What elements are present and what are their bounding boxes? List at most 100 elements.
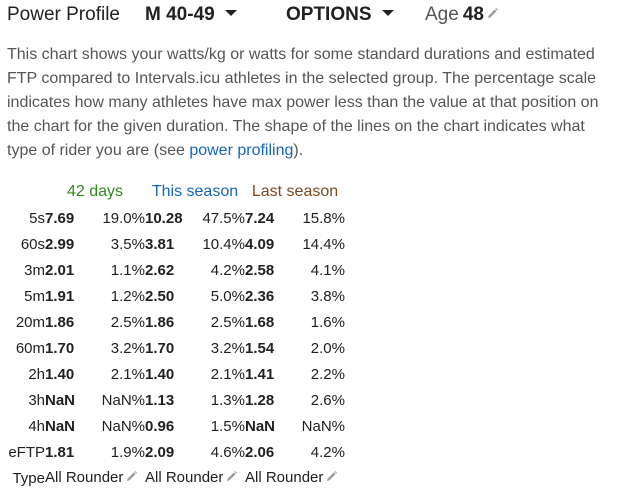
options-label: OPTIONS <box>286 4 372 25</box>
this-season-value: 3.81 <box>145 235 175 253</box>
table-header-row: 42 days This season Last season <box>3 179 345 205</box>
this-season-percentile: 5.0% <box>210 287 245 305</box>
age-field[interactable]: Age 48 <box>425 4 499 26</box>
this-season-percentile: 2.1% <box>210 365 245 383</box>
duration-label: 2h <box>28 365 45 383</box>
42-days-value: 1.70 <box>45 339 75 357</box>
this-season-percentile: 10.4% <box>202 235 245 253</box>
42-days-value: 1.91 <box>45 287 75 305</box>
last-season-value: 1.41 <box>245 365 275 383</box>
last-season-value: 1.54 <box>245 339 275 357</box>
pencil-icon[interactable] <box>225 470 238 487</box>
caret-down-icon <box>224 9 237 16</box>
table-row: 5m 1.91 1.2% 2.50 5.0% 2.36 3.8% <box>3 283 345 309</box>
rider-type-field[interactable]: All Rounder <box>245 465 345 491</box>
last-season-percentile: NaN% <box>301 417 345 435</box>
this-season-value: 2.09 <box>145 443 175 461</box>
table-row: 20m 1.86 2.5% 1.86 2.5% 1.68 1.6% <box>3 309 345 335</box>
age-label: Age <box>425 4 459 26</box>
last-season-value: 2.58 <box>245 261 275 279</box>
this-season-percentile: 47.5% <box>202 209 245 227</box>
last-season-percentile: 2.0% <box>310 339 345 357</box>
last-season-value: 4.09 <box>245 235 275 253</box>
header-spacer <box>3 179 45 205</box>
this-season-percentile: 1.5% <box>210 417 245 435</box>
type-label: Type <box>12 469 45 487</box>
last-season-value: 1.68 <box>245 313 275 331</box>
last-season-value: NaN <box>245 417 276 435</box>
rider-type-field[interactable]: All Rounder <box>45 465 145 491</box>
last-season-value: 2.36 <box>245 287 275 305</box>
duration-label: 5s <box>29 209 45 227</box>
age-group-value: M 40-49 <box>145 4 215 25</box>
42-days-value: NaN <box>45 417 76 435</box>
this-season-percentile: 3.2% <box>210 339 245 357</box>
42-days-value: 1.40 <box>45 365 75 383</box>
header: Power Profile M 40-49 OPTIONS Age 48 <box>0 0 621 30</box>
table-row: 60s 2.99 3.5% 3.81 10.4% 4.09 14.4% <box>3 231 345 257</box>
42-days-percentile: 1.9% <box>110 443 145 461</box>
42-days-percentile: 1.2% <box>110 287 145 305</box>
duration-label: eFTP <box>8 443 45 461</box>
page-title: Power Profile <box>7 4 120 25</box>
42-days-percentile: 3.5% <box>110 235 145 253</box>
description: This chart shows your watts/kg or watts … <box>7 43 613 163</box>
last-season-percentile: 4.1% <box>310 261 345 279</box>
table-row: 3m 2.01 1.1% 2.62 4.2% 2.58 4.1% <box>3 257 345 283</box>
table-row: eFTP 1.81 1.9% 2.09 4.6% 2.06 4.2% <box>3 439 345 465</box>
this-season-percentile: 1.3% <box>210 391 245 409</box>
last-season-value: 2.06 <box>245 443 275 461</box>
table-row: 4h NaN NaN% 0.96 1.5% NaN NaN% <box>3 413 345 439</box>
last-season-value: 7.24 <box>245 209 275 227</box>
duration-label: 4h <box>28 417 45 435</box>
42-days-value: 1.86 <box>45 313 75 331</box>
caret-down-icon <box>381 9 394 16</box>
this-season-value: 1.70 <box>145 339 175 357</box>
duration-label: 60s <box>20 235 45 253</box>
duration-label: 5m <box>24 287 45 305</box>
this-season-value: 1.13 <box>145 391 175 409</box>
duration-label: 20m <box>15 313 45 331</box>
description-text: This chart shows your watts/kg or watts … <box>7 46 599 159</box>
this-season-value: 2.50 <box>145 287 175 305</box>
this-season-percentile: 4.6% <box>210 443 245 461</box>
this-season-value: 0.96 <box>145 417 175 435</box>
last-season-percentile: 14.4% <box>302 235 345 253</box>
pencil-icon[interactable] <box>486 4 499 26</box>
42-days-percentile: 2.1% <box>110 365 145 383</box>
42-days-value: NaN <box>45 391 76 409</box>
42-days-value: 1.81 <box>45 443 75 461</box>
table-row: 2h 1.40 2.1% 1.40 2.1% 1.41 2.2% <box>3 361 345 387</box>
rider-type-field[interactable]: All Rounder <box>145 465 245 491</box>
duration-label: 60m <box>15 339 45 357</box>
42-days-percentile: 2.5% <box>110 313 145 331</box>
this-season-percentile: 2.5% <box>210 313 245 331</box>
last-season-percentile: 4.2% <box>310 443 345 461</box>
age-group-dropdown[interactable]: M 40-49 <box>145 4 237 26</box>
pencil-icon[interactable] <box>325 470 338 487</box>
type-row: Type All Rounder All Rounder All Rounder <box>3 465 345 491</box>
duration-label: 3m <box>24 261 45 279</box>
last-season-percentile: 1.6% <box>310 313 345 331</box>
42-days-percentile: 1.1% <box>110 261 145 279</box>
options-dropdown[interactable]: OPTIONS <box>286 4 394 26</box>
pencil-icon[interactable] <box>125 470 138 487</box>
this-season-value: 1.40 <box>145 365 175 383</box>
last-season-percentile: 2.6% <box>310 391 345 409</box>
power-profiling-link[interactable]: power profiling <box>189 142 294 159</box>
42-days-percentile: NaN% <box>101 391 145 409</box>
42-days-value: 7.69 <box>45 209 75 227</box>
42-days-percentile: 19.0% <box>102 209 145 227</box>
42-days-percentile: NaN% <box>101 417 145 435</box>
last-season-percentile: 3.8% <box>310 287 345 305</box>
table-row: 3h NaN NaN% 1.13 1.3% 1.28 2.6% <box>3 387 345 413</box>
power-profile-table: 42 days This season Last season 5s 7.69 19… <box>3 179 345 491</box>
this-season-percentile: 4.2% <box>210 261 245 279</box>
last-season-percentile: 15.8% <box>302 209 345 227</box>
age-value: 48 <box>462 4 484 26</box>
rider-type-value: All Rounder <box>245 469 324 487</box>
this-season-value: 1.86 <box>145 313 175 331</box>
group-header-42-days: 42 days <box>66 183 124 200</box>
last-season-percentile: 2.2% <box>310 365 345 383</box>
rider-type-value: All Rounder <box>45 469 124 487</box>
